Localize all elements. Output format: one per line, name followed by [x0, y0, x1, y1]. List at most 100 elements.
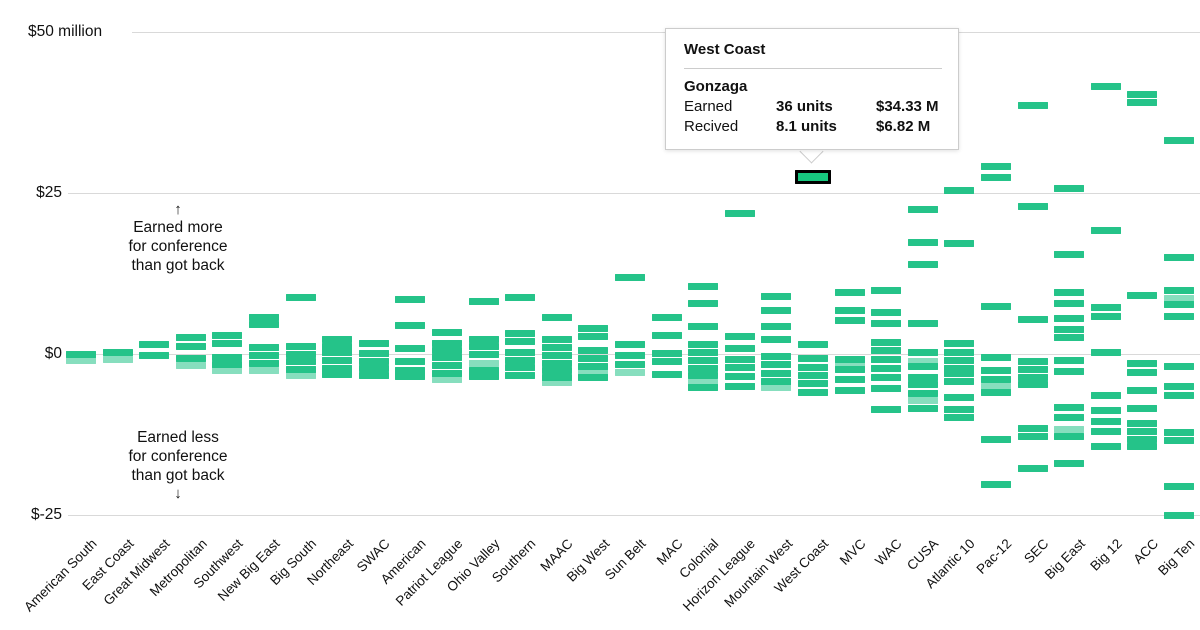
team-dash[interactable]	[944, 377, 975, 385]
team-dash[interactable]	[1127, 420, 1158, 428]
team-dash[interactable]	[1054, 367, 1085, 375]
team-dash[interactable]	[395, 366, 426, 374]
team-dash[interactable]	[907, 206, 938, 214]
team-dash[interactable]	[322, 371, 353, 379]
team-dash[interactable]	[871, 405, 902, 413]
team-dash[interactable]	[688, 356, 719, 364]
team-dash[interactable]	[285, 358, 316, 366]
team-dash[interactable]	[468, 366, 499, 374]
team-dash[interactable]	[1164, 363, 1194, 371]
team-dash[interactable]	[871, 365, 902, 373]
team-dash[interactable]	[175, 342, 206, 350]
team-dash[interactable]	[724, 355, 755, 363]
team-dash[interactable]	[1127, 386, 1158, 394]
team-dash[interactable]	[761, 323, 792, 331]
team-dash[interactable]	[1090, 417, 1121, 425]
team-dash[interactable]	[505, 348, 536, 356]
team-dash[interactable]	[761, 377, 792, 385]
team-dash[interactable]	[578, 374, 609, 382]
team-dash[interactable]	[615, 273, 645, 281]
team-dash[interactable]	[468, 351, 499, 359]
team-dash[interactable]	[358, 357, 389, 365]
team-dash[interactable]	[1164, 483, 1194, 491]
team-dash[interactable]	[432, 369, 462, 377]
team-dash[interactable]	[1164, 436, 1194, 444]
team-dash[interactable]	[395, 373, 426, 381]
team-dash[interactable]	[907, 238, 938, 246]
team-dash[interactable]	[432, 375, 462, 383]
team-dash[interactable]	[1127, 435, 1158, 443]
team-dash[interactable]	[66, 356, 96, 364]
team-dash[interactable]	[907, 390, 938, 398]
team-dash[interactable]	[505, 329, 536, 337]
team-dash[interactable]	[944, 405, 975, 413]
team-dash[interactable]	[871, 338, 902, 346]
team-dash[interactable]	[761, 361, 792, 369]
team-dash[interactable]	[285, 350, 316, 358]
team-dash[interactable]	[505, 356, 536, 364]
team-dash[interactable]	[1054, 356, 1085, 364]
team-dash[interactable]	[578, 369, 609, 377]
team-dash[interactable]	[578, 333, 609, 341]
team-dash[interactable]	[1054, 433, 1085, 441]
team-dash[interactable]	[798, 380, 828, 388]
team-dash[interactable]	[688, 364, 719, 372]
team-dash[interactable]	[907, 261, 938, 269]
team-dash[interactable]	[1054, 300, 1085, 308]
team-dash[interactable]	[322, 356, 353, 364]
team-dash[interactable]	[1164, 392, 1194, 400]
team-dash[interactable]	[1164, 287, 1194, 295]
team-dash[interactable]	[688, 283, 719, 291]
team-dash[interactable]	[651, 349, 682, 357]
team-dash[interactable]	[688, 349, 719, 357]
team-dash[interactable]	[1164, 137, 1194, 144]
team-dash[interactable]	[578, 325, 609, 333]
team-dash[interactable]	[1054, 184, 1085, 192]
team-dash[interactable]	[981, 302, 1011, 310]
team-dash[interactable]	[175, 355, 206, 362]
team-dash[interactable]	[1017, 315, 1048, 323]
team-dash[interactable]	[1090, 407, 1121, 415]
team-dash[interactable]	[907, 319, 938, 327]
team-dash[interactable]	[102, 355, 133, 363]
team-dash[interactable]	[981, 354, 1011, 362]
team-dash[interactable]	[468, 335, 499, 343]
team-dash[interactable]	[1017, 425, 1048, 433]
team-dash[interactable]	[907, 357, 938, 365]
team-dash[interactable]	[285, 342, 316, 350]
team-dash[interactable]	[1054, 315, 1085, 323]
team-dash[interactable]	[1054, 414, 1085, 422]
team-dash[interactable]	[541, 378, 572, 386]
team-dash[interactable]	[871, 374, 902, 382]
team-dash[interactable]	[907, 381, 938, 389]
team-dash[interactable]	[907, 373, 938, 381]
team-dash[interactable]	[175, 362, 206, 370]
team-dash[interactable]	[249, 367, 279, 375]
team-dash[interactable]	[688, 384, 719, 392]
team-dash[interactable]	[1017, 381, 1048, 389]
team-dash[interactable]	[981, 375, 1011, 383]
team-dash[interactable]	[1127, 442, 1158, 450]
team-dash[interactable]	[1090, 304, 1121, 312]
team-dash[interactable]	[505, 364, 536, 372]
team-dash[interactable]	[285, 372, 316, 380]
team-dash[interactable]	[1054, 459, 1085, 467]
team-dash[interactable]	[944, 393, 975, 401]
team-dash[interactable]	[1090, 442, 1121, 450]
team-dash[interactable]	[907, 363, 938, 371]
team-dash[interactable]	[615, 360, 645, 368]
team-dash[interactable]	[944, 356, 975, 364]
team-dash[interactable]	[358, 340, 389, 348]
team-dash[interactable]	[468, 373, 499, 381]
team-dash[interactable]	[212, 366, 243, 374]
team-dash[interactable]	[249, 321, 279, 329]
team-dash[interactable]	[1164, 512, 1194, 520]
team-dash[interactable]	[981, 436, 1011, 444]
team-dash[interactable]	[651, 371, 682, 379]
team-dash[interactable]	[395, 322, 426, 330]
team-dash[interactable]	[761, 306, 792, 314]
team-dash[interactable]	[688, 340, 719, 348]
team-dash[interactable]	[688, 323, 719, 331]
team-dash[interactable]	[1127, 369, 1158, 377]
team-dash[interactable]	[798, 388, 828, 396]
